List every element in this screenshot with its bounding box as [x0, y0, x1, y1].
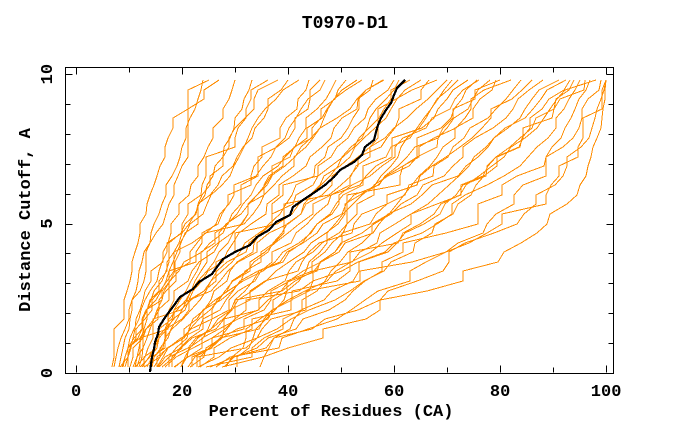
model-curve	[189, 79, 491, 368]
model-curve	[149, 79, 422, 368]
x-tick-label: 60	[384, 383, 404, 402]
x-tick-label: 100	[591, 383, 622, 402]
model-curve	[134, 79, 279, 368]
model-curve	[221, 79, 607, 368]
model-curve	[199, 79, 560, 368]
model-curve	[129, 79, 253, 368]
model-curve	[173, 79, 544, 368]
x-axis-label: Percent of Residues (CA)	[209, 403, 454, 422]
model-curve	[143, 79, 469, 368]
model-curve	[209, 79, 607, 368]
plot-frame	[65, 67, 614, 374]
y-axis-label: Distance Cutoff, A	[17, 127, 36, 311]
x-tick-label: 0	[71, 383, 81, 402]
model-curve	[187, 79, 586, 368]
model-curve	[236, 79, 453, 367]
model-curve	[113, 79, 204, 368]
x-tick-label: 80	[490, 383, 510, 402]
y-tick-label: 10	[39, 64, 58, 84]
model-curve	[119, 79, 326, 368]
model-curve	[180, 79, 581, 368]
model-curve	[158, 79, 384, 368]
model-curve	[199, 79, 597, 367]
model-curve	[124, 79, 236, 368]
model-curve	[121, 79, 269, 368]
y-tick-label: 0	[39, 368, 58, 378]
model-curve	[197, 79, 607, 368]
model-curve	[259, 79, 497, 368]
model-curve	[122, 79, 363, 368]
model-curve	[225, 79, 478, 368]
model-curve	[205, 79, 575, 368]
x-tick-label: 20	[172, 383, 192, 402]
model-curve	[141, 79, 374, 368]
model-curve	[156, 79, 501, 367]
model-curve	[132, 79, 310, 368]
model-curve	[191, 79, 522, 367]
model-curve	[157, 79, 533, 368]
model-curve	[196, 79, 571, 367]
model-curve	[139, 79, 438, 368]
model-curve	[215, 79, 602, 368]
model-curve	[164, 79, 567, 368]
y-tick-label: 5	[39, 218, 58, 228]
model-curve	[151, 79, 337, 368]
highlighted-model-curve	[148, 79, 406, 373]
model-curve	[143, 79, 321, 367]
model-curve	[171, 79, 400, 367]
model-curve	[136, 79, 347, 368]
model-curve	[156, 79, 448, 368]
model-curve	[146, 79, 395, 368]
model-curve	[111, 79, 210, 368]
x-tick-label: 40	[278, 383, 298, 402]
model-curve	[134, 79, 411, 368]
axes-group: 0 20 40 60 80 100 0 5 10	[39, 64, 621, 402]
model-curves-group	[111, 79, 607, 368]
model-curve	[174, 79, 430, 368]
chart-title: T0970-D1	[302, 14, 389, 34]
model-curve	[118, 79, 220, 368]
model-curve	[223, 79, 591, 368]
highlighted-model-polyline	[148, 79, 406, 373]
model-curve	[180, 79, 459, 368]
